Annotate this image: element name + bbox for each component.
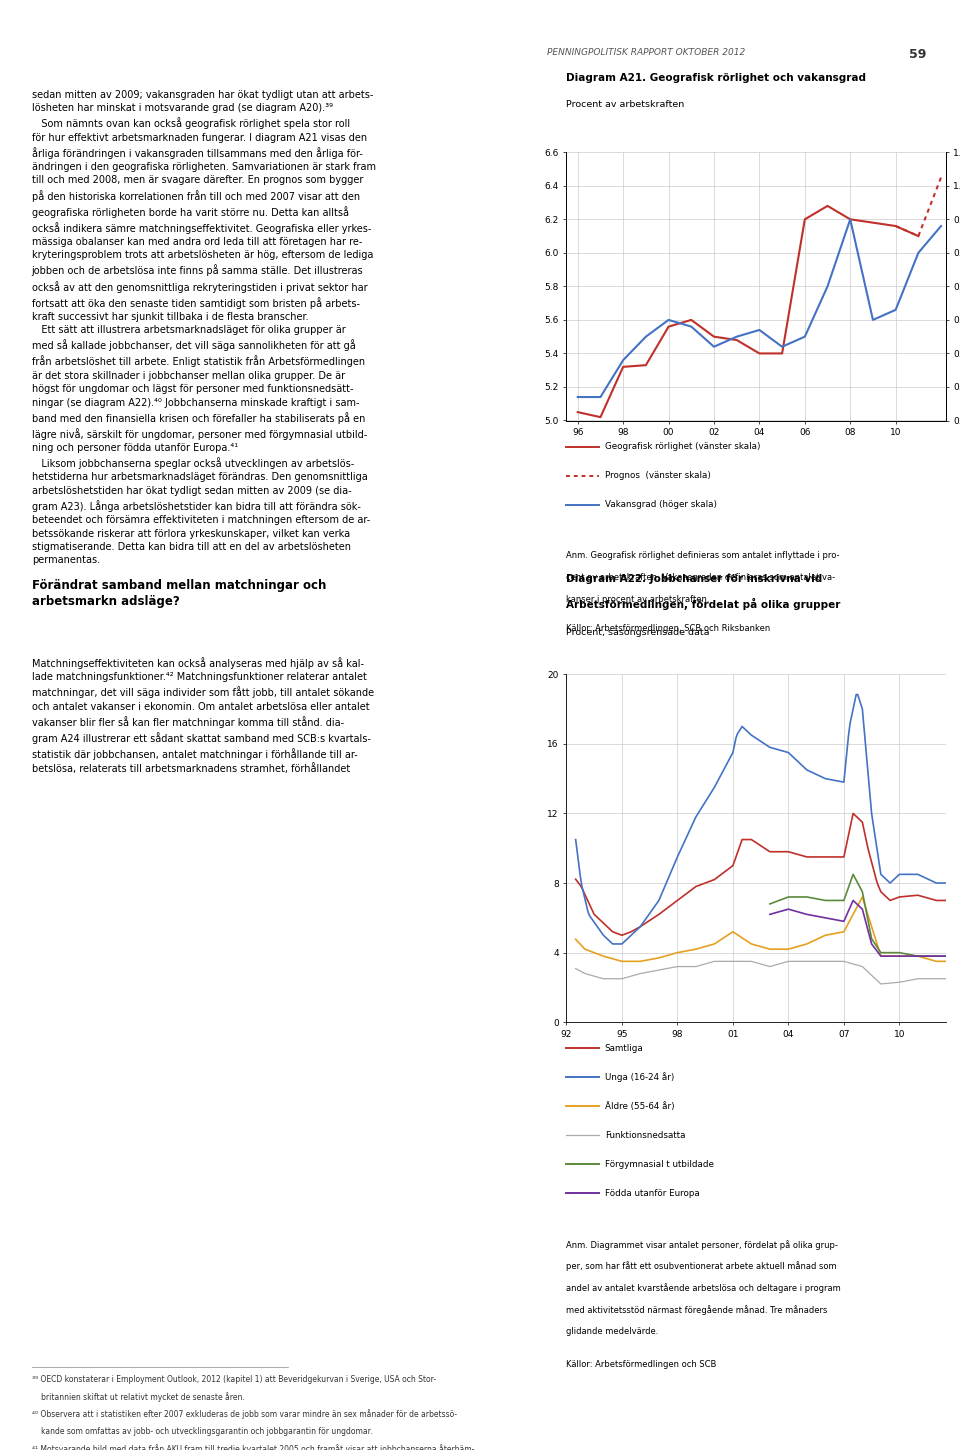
Text: Procent, säsongsrensade data: Procent, säsongsrensade data (566, 628, 709, 637)
Text: ³⁹ OECD konstaterar i Employment Outlook, 2012 (kapitel 1) att Beveridgekurvan i: ³⁹ OECD konstaterar i Employment Outlook… (32, 1375, 436, 1383)
Text: Geografisk rörlighet (vänster skala): Geografisk rörlighet (vänster skala) (605, 442, 760, 451)
Text: Matchningseffektiviteten kan också analyseras med hjälp av så kal-
lade matchnin: Matchningseffektiviteten kan också analy… (32, 657, 373, 774)
Text: Funktionsnedsatta: Funktionsnedsatta (605, 1131, 685, 1140)
Text: med aktivitetsstöd närmast föregående månad. Tre månaders: med aktivitetsstöd närmast föregående må… (566, 1305, 828, 1315)
Text: Unga (16-24 år): Unga (16-24 år) (605, 1073, 674, 1082)
Text: glidande medelvärde.: glidande medelvärde. (566, 1327, 659, 1335)
Text: kanser i procent av arbetskraften.: kanser i procent av arbetskraften. (566, 594, 709, 603)
Text: Födda utanför Europa: Födda utanför Europa (605, 1189, 700, 1198)
Text: Prognos  (vänster skala): Prognos (vänster skala) (605, 471, 710, 480)
Text: Diagram A22. Jobbchanser för inskrivna vid: Diagram A22. Jobbchanser för inskrivna v… (566, 574, 823, 584)
Text: 59: 59 (909, 48, 926, 61)
Text: Förändrat samband mellan matchningar och
arbetsmarkn adsläge?: Förändrat samband mellan matchningar och… (32, 579, 326, 608)
Text: britannien skiftat ut relativt mycket de senaste åren.: britannien skiftat ut relativt mycket de… (41, 1392, 245, 1402)
Text: PENNINGPOLITISK RAPPORT OKTOBER 2012: PENNINGPOLITISK RAPPORT OKTOBER 2012 (547, 48, 746, 57)
Text: ⁴¹ Motsvarande bild med data från AKU fram till tredje kvartalet 2005 och framåt: ⁴¹ Motsvarande bild med data från AKU fr… (32, 1444, 474, 1450)
Text: Procent av arbetskraften: Procent av arbetskraften (566, 100, 684, 109)
Text: Samtliga: Samtliga (605, 1044, 643, 1053)
Text: per, som har fått ett osubventionerat arbete aktuell månad som: per, som har fått ett osubventionerat ar… (566, 1262, 837, 1272)
Text: sedan mitten av 2009; vakansgraden har ökat tydligt utan att arbets-
lösheten ha: sedan mitten av 2009; vakansgraden har ö… (32, 90, 375, 566)
Text: Vakansgrad (höger skala): Vakansgrad (höger skala) (605, 500, 717, 509)
Text: ⁴⁰ Observera att i statistiken efter 2007 exkluderas de jobb som varar mindre än: ⁴⁰ Observera att i statistiken efter 200… (32, 1409, 457, 1420)
Text: Källor: Arbetsförmedlingen och SCB: Källor: Arbetsförmedlingen och SCB (566, 1360, 717, 1369)
Text: Diagram A21. Geografisk rörlighet och vakansgrad: Diagram A21. Geografisk rörlighet och va… (566, 72, 866, 83)
Text: Anm. Geografisk rörlighet definieras som antalet inflyttade i pro-: Anm. Geografisk rörlighet definieras som… (566, 551, 840, 560)
Text: Källor: Arbetsförmedlingen, SCB och Riksbanken: Källor: Arbetsförmedlingen, SCB och Riks… (566, 624, 771, 632)
Text: Förgymnasial t utbildade: Förgymnasial t utbildade (605, 1160, 713, 1169)
Text: Äldre (55-64 år): Äldre (55-64 år) (605, 1102, 675, 1111)
Text: cent av arbetskraften. Vakansgraden definieras som antalet va-: cent av arbetskraften. Vakansgraden defi… (566, 573, 835, 581)
Text: Anm. Diagrammet visar antalet personer, fördelat på olika grup-: Anm. Diagrammet visar antalet personer, … (566, 1240, 838, 1250)
Text: Arbetsförmedlingen, fördelat på olika grupper: Arbetsförmedlingen, fördelat på olika gr… (566, 599, 841, 610)
Text: kande som omfattas av jobb- och utvecklingsgarantin och jobbgarantin för ungdoma: kande som omfattas av jobb- och utveckli… (41, 1427, 372, 1436)
Text: andel av antalet kvarstående arbetslösa och deltagare i program: andel av antalet kvarstående arbetslösa … (566, 1283, 841, 1293)
